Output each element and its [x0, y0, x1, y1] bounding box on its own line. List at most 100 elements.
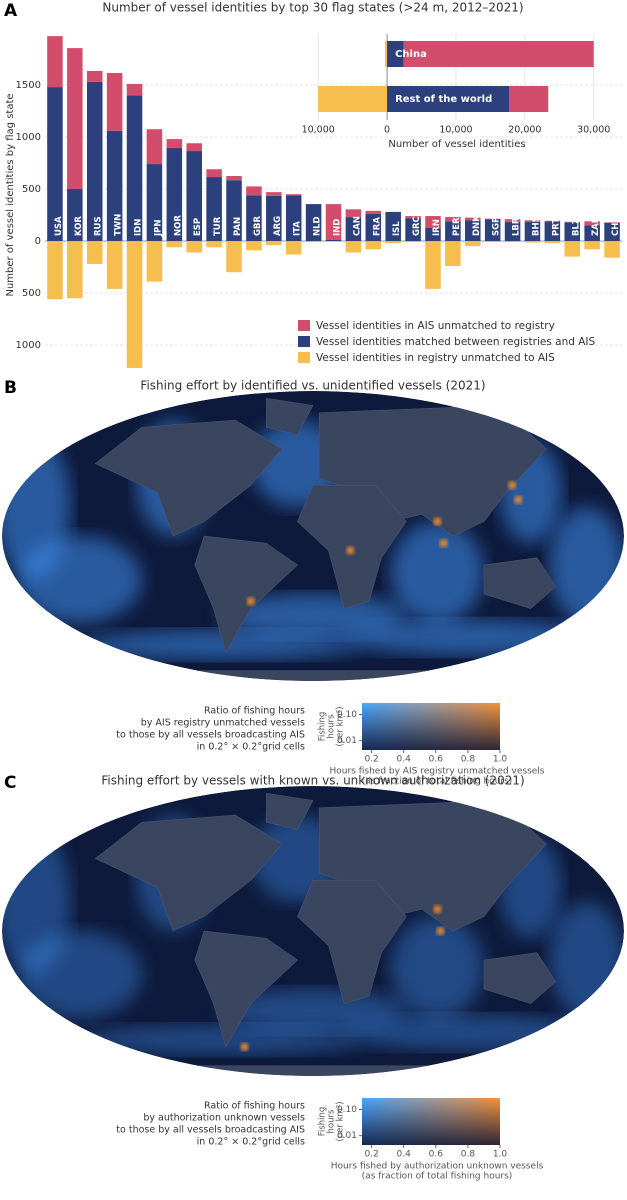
- fishing-effort: [344, 1015, 593, 1050]
- hotspot: [514, 495, 523, 504]
- legend-text: Ratio of fishing hours: [204, 706, 305, 717]
- cbar-x-title: (as fraction of total fishing hours): [362, 1172, 513, 1182]
- hotspot: [240, 1043, 249, 1051]
- land: [94, 1065, 532, 1076]
- land: [194, 535, 298, 653]
- category-label: China: [395, 49, 427, 60]
- bar: [365, 213, 382, 242]
- x-tick-label: CHL: [611, 217, 621, 236]
- x-tick-label: LBR: [512, 217, 522, 236]
- x-tick-label: NLD: [313, 216, 323, 236]
- bar: [266, 241, 282, 246]
- bar: [604, 222, 620, 242]
- x-tick-label: BHS: [531, 216, 541, 236]
- y-tick-label: 0: [35, 236, 41, 247]
- bar: [345, 209, 362, 218]
- bar: [106, 241, 123, 289]
- bar: [106, 73, 123, 131]
- bar: [345, 217, 362, 242]
- cbar-x-tick-label: 0.4: [397, 1150, 412, 1160]
- bar: [86, 70, 103, 82]
- bar: [544, 221, 561, 242]
- x-tick-label: ZAF: [591, 217, 601, 236]
- bar: [246, 241, 262, 251]
- bar: [266, 192, 282, 196]
- x-tick-label: GBR: [253, 216, 263, 236]
- cbar-y-title: Fishing: [318, 1107, 328, 1137]
- colorbar-shade: [362, 1098, 500, 1145]
- cbar-x-tick-label: 0.6: [429, 1150, 444, 1160]
- bar: [504, 241, 521, 243]
- legend-text: by AIS registry unmatched vessels: [141, 718, 305, 729]
- bar: [584, 241, 600, 250]
- fishing-effort: [79, 1025, 360, 1055]
- bar: [465, 217, 481, 221]
- y-tick-label: 1000: [16, 340, 41, 351]
- bar: [226, 241, 242, 273]
- x-tick-label: IRN: [432, 219, 442, 236]
- cbar-x-tick-label: 0.8: [461, 1150, 476, 1160]
- x-tick-label: JPN: [153, 219, 163, 237]
- x-tick-label: NOR: [173, 215, 183, 236]
- fishing-effort: [219, 989, 407, 1033]
- bar: [524, 220, 541, 222]
- x-tick-label: 20,000: [508, 125, 541, 136]
- bar: [126, 83, 143, 96]
- bar: [385, 41, 388, 67]
- map-title: Fishing effort by identified vs. unident…: [140, 379, 485, 393]
- bar: [445, 221, 461, 242]
- x-tick-label: 10,000: [302, 125, 335, 136]
- bar: [166, 241, 183, 248]
- x-tick-label: USA: [54, 216, 64, 236]
- map: [2, 786, 624, 1076]
- cbar-x-tick-label: 0.2: [364, 1150, 378, 1160]
- bar: [405, 241, 421, 243]
- fishing-effort: [219, 594, 407, 638]
- bar: [146, 129, 163, 165]
- bar: [365, 210, 382, 214]
- legend-text: to those by all vessels broadcasting AIS: [116, 1125, 305, 1136]
- y-tick-label: 1000: [16, 132, 41, 143]
- bar: [405, 216, 421, 219]
- bar: [47, 36, 63, 88]
- fishing-effort: [17, 536, 142, 623]
- bar: [564, 222, 581, 242]
- bar: [226, 176, 242, 181]
- fishing-effort: [79, 630, 360, 660]
- bar: [67, 241, 83, 299]
- bar: [405, 218, 421, 242]
- bar: [246, 186, 262, 196]
- legend-label: Vessel identities matched between regist…: [316, 336, 596, 348]
- x-tick-label: ISL: [392, 221, 402, 236]
- x-tick-label: 30,000: [577, 125, 610, 136]
- x-tick-label: IDN: [134, 219, 144, 236]
- bar: [86, 81, 103, 242]
- legend-text: in 0.2° × 0.2°grid cells: [197, 742, 305, 753]
- land: [194, 930, 298, 1048]
- bar: [484, 218, 501, 220]
- bar: [403, 41, 594, 67]
- fishing-effort: [549, 507, 624, 623]
- cbar-x-title: Hours fished by authorization unknown ve…: [331, 1162, 544, 1172]
- hotspot: [439, 539, 448, 548]
- hotspot: [433, 517, 442, 526]
- bar: [67, 48, 83, 190]
- x-tick-label: GRC: [412, 216, 422, 236]
- legend-text: Ratio of fishing hours: [204, 1101, 305, 1112]
- bar: [584, 221, 600, 226]
- hotspot: [508, 481, 517, 490]
- x-tick-label: TWN: [114, 214, 124, 236]
- x-tick-label: PAN: [233, 217, 243, 236]
- panel-label: C: [4, 773, 16, 793]
- x-tick-label: ITA: [293, 221, 303, 236]
- bar: [544, 220, 561, 222]
- hotspot: [246, 597, 255, 606]
- map-title: Fishing effort by vessels with known vs.…: [101, 774, 524, 788]
- x-tick-label: ARG: [273, 216, 283, 236]
- fishing-effort: [17, 931, 142, 1018]
- bar: [365, 241, 382, 250]
- bar: [285, 241, 302, 255]
- bar: [126, 241, 143, 368]
- cbar-x-tick-label: 0.2: [364, 755, 378, 765]
- map: [2, 391, 624, 681]
